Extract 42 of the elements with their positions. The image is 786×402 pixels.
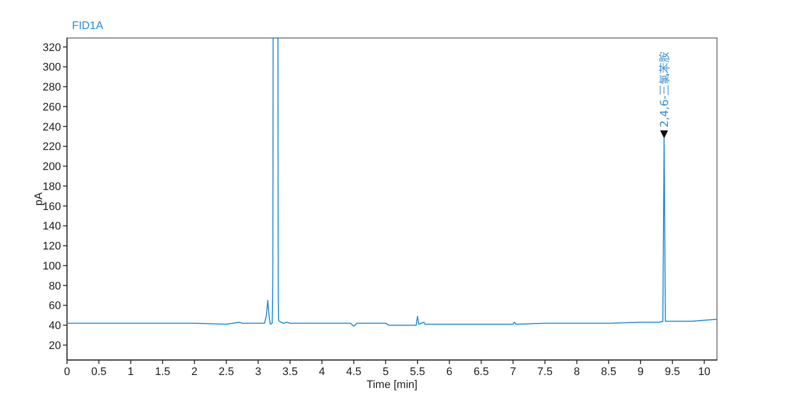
x-tick-label: 4 [318,366,325,378]
y-tick-label: 80 [48,280,61,292]
x-tick-label: 9 [637,366,644,378]
x-tick-label: 8 [574,366,580,378]
x-tick-label: 7 [510,366,516,378]
y-tick-label: 160 [42,200,61,213]
x-tick-label: 3.5 [282,366,298,378]
y-tick-label: 20 [48,340,61,352]
y-tick-label: 320 [42,42,61,54]
y-tick-label: 240 [42,121,61,134]
y-tick-label: 100 [42,260,61,272]
y-tick-label: 200 [42,161,61,174]
x-axis-title: Time [min] [366,379,418,391]
y-tick-label: 260 [42,101,61,114]
x-tick-label: 0.5 [91,366,107,378]
y-tick-label: 120 [42,240,61,253]
x-tick-label: 5.5 [410,366,426,378]
x-tick-label: 1 [128,366,134,378]
annotation: 2,4,6-三氯苯胺 [658,51,672,128]
x-tick-label: 1.5 [154,366,170,378]
chart-title: FID1A [72,20,104,32]
y-tick-label: 180 [42,180,61,193]
y-tick-label: 300 [42,62,61,74]
y-tick-label: 60 [48,300,61,312]
x-tick-label: 2.5 [218,366,234,378]
x-tick-label: 0 [64,366,70,378]
x-tick-label: 6 [446,366,452,378]
y-tick-label: 40 [48,320,61,332]
x-tick-label: 2 [191,366,198,378]
x-tick-label: 9.5 [664,366,680,378]
x-tick-label: 10 [698,366,710,378]
y-axis-title: pA [33,192,45,206]
x-tick-label: 5 [382,366,389,378]
line-series [66,38,718,327]
x-tick-label: 7.5 [537,366,553,378]
x-tick-label: 3 [255,366,262,378]
y-tick-label: 280 [42,82,61,94]
x-tick-label: 8.5 [601,366,616,378]
y-tick-label: 220 [42,141,61,154]
y-tick-label: 140 [42,220,61,233]
x-tick-label: 6.5 [474,366,489,378]
x-tick-label: 4.5 [346,366,362,378]
